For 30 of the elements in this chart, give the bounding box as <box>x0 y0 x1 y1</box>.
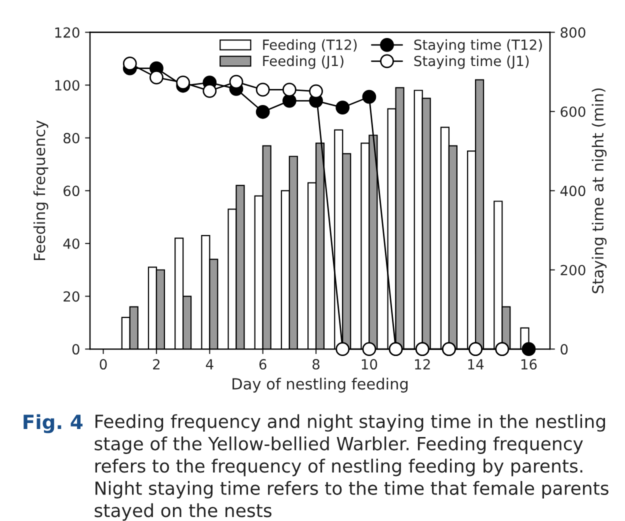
y-tick-label: 20 <box>64 291 80 302</box>
y-tick-label: 100 <box>55 80 80 91</box>
y2-tick-label: 400 <box>560 186 586 196</box>
y-axis-title: Feeding frequency <box>33 120 48 260</box>
x-tick-label: 14 <box>468 359 484 370</box>
y2-tick-label: 200 <box>560 264 586 276</box>
x-tick-label: 16 <box>521 359 537 370</box>
y2-tick-label: 0 <box>560 344 568 355</box>
x-tick-label: 6 <box>259 359 266 370</box>
caption: Fig. 4 <box>24 414 83 434</box>
legend-label: Feeding (T12) <box>263 39 357 53</box>
y2-tick-label: 600 <box>560 106 586 117</box>
legend-label: Staying time (J1) <box>414 55 529 69</box>
text: Feeding frequency and night staying time in the nestling stage of the Yellow-bellied Warbler. Feeding frequency refers to the frequency of nestling feeding by parents. Night staying time refers to the time that female parents stayed on the nests <box>94 414 608 521</box>
y2-tick-label: 800 <box>560 27 586 38</box>
y-tick-label: 40 <box>63 238 80 249</box>
x-tick-label: 4 <box>206 359 214 370</box>
y-tick-label: 120 <box>55 27 80 38</box>
x-tick-label: 2 <box>153 359 160 370</box>
x-axis-title: Day of nestling feeding <box>232 378 408 393</box>
y2-axis-title: Staying time at night (min) <box>592 88 607 294</box>
y-tick-label: 60 <box>64 186 80 196</box>
x-tick-label: 0 <box>100 359 107 370</box>
legend-label: Feeding (J1) <box>263 55 344 69</box>
x-tick-label: 12 <box>415 359 430 370</box>
x-tick-label: 8 <box>312 359 320 370</box>
y-tick-label: 80 <box>64 132 80 144</box>
y-tick-label: 0 <box>72 344 80 355</box>
x-tick-label: 10 <box>362 359 378 370</box>
legend-label: Staying time (T12) <box>414 39 542 53</box>
